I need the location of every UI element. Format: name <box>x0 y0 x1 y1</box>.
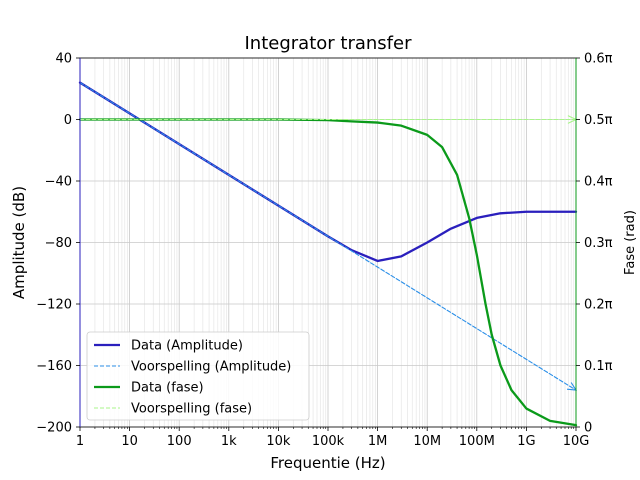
x-tick-label: 1k <box>221 434 237 449</box>
series-layer <box>78 81 578 427</box>
x-tick-label: 10 <box>121 434 138 449</box>
legend-label-3: Data (fase) <box>131 381 204 396</box>
x-tick-label: 1G <box>517 434 535 449</box>
legend-label-4: Voorspelling (fase) <box>131 402 252 417</box>
x-tick-label: 100k <box>312 434 345 449</box>
y-left-tick-label: 40 <box>55 52 72 67</box>
x-tick-label: 1M <box>368 434 388 449</box>
y-right-tick-label: 0 <box>584 421 592 436</box>
y-left-tick-label: −200 <box>36 421 72 436</box>
chart-title: Integrator transfer <box>245 33 413 54</box>
y-left-tick-label: 0 <box>64 113 72 128</box>
y-right-axis-label: Fase (rad) <box>623 210 638 275</box>
y-left-axis-label: Amplitude (dB) <box>10 186 28 299</box>
x-tick-label: 10M <box>413 434 441 449</box>
y-left-tick-label: −160 <box>36 359 72 374</box>
y-right-tick-label: 0.2π <box>584 298 613 313</box>
legend-label-1: Data (Amplitude) <box>131 339 243 354</box>
legend-box <box>86 331 310 421</box>
y-right-tick-label: 0.4π <box>584 175 613 190</box>
y-left-tick-label: −120 <box>36 298 72 313</box>
x-axis-label: Frequentie (Hz) <box>270 454 385 472</box>
y-right-tick-label: 0.5π <box>584 113 613 128</box>
x-tick-label: 1 <box>76 434 84 449</box>
y-left-tick-label: −80 <box>45 236 72 251</box>
y-left-tick-label: −40 <box>45 175 72 190</box>
axes: 1 10 100 1k 10k 100k 1M 10M 100M 1G 10G 40 0 −40 −80 −1… <box>36 52 612 450</box>
x-tick-label: 100M <box>459 434 495 449</box>
y-right-tick-label: 0.1π <box>584 359 613 374</box>
y-right-tick-label: 0.3π <box>584 236 613 251</box>
x-tick-label: 10G <box>563 434 590 449</box>
x-tick-label: 10k <box>266 434 291 449</box>
legend: Data (Amplitude) Voorspelling (Amplitude)… <box>86 331 310 421</box>
legend-label-2: Voorspelling (Amplitude) <box>131 360 291 375</box>
x-tick-label: 100 <box>167 434 192 449</box>
y-right-tick-label: 0.6π <box>584 52 613 67</box>
